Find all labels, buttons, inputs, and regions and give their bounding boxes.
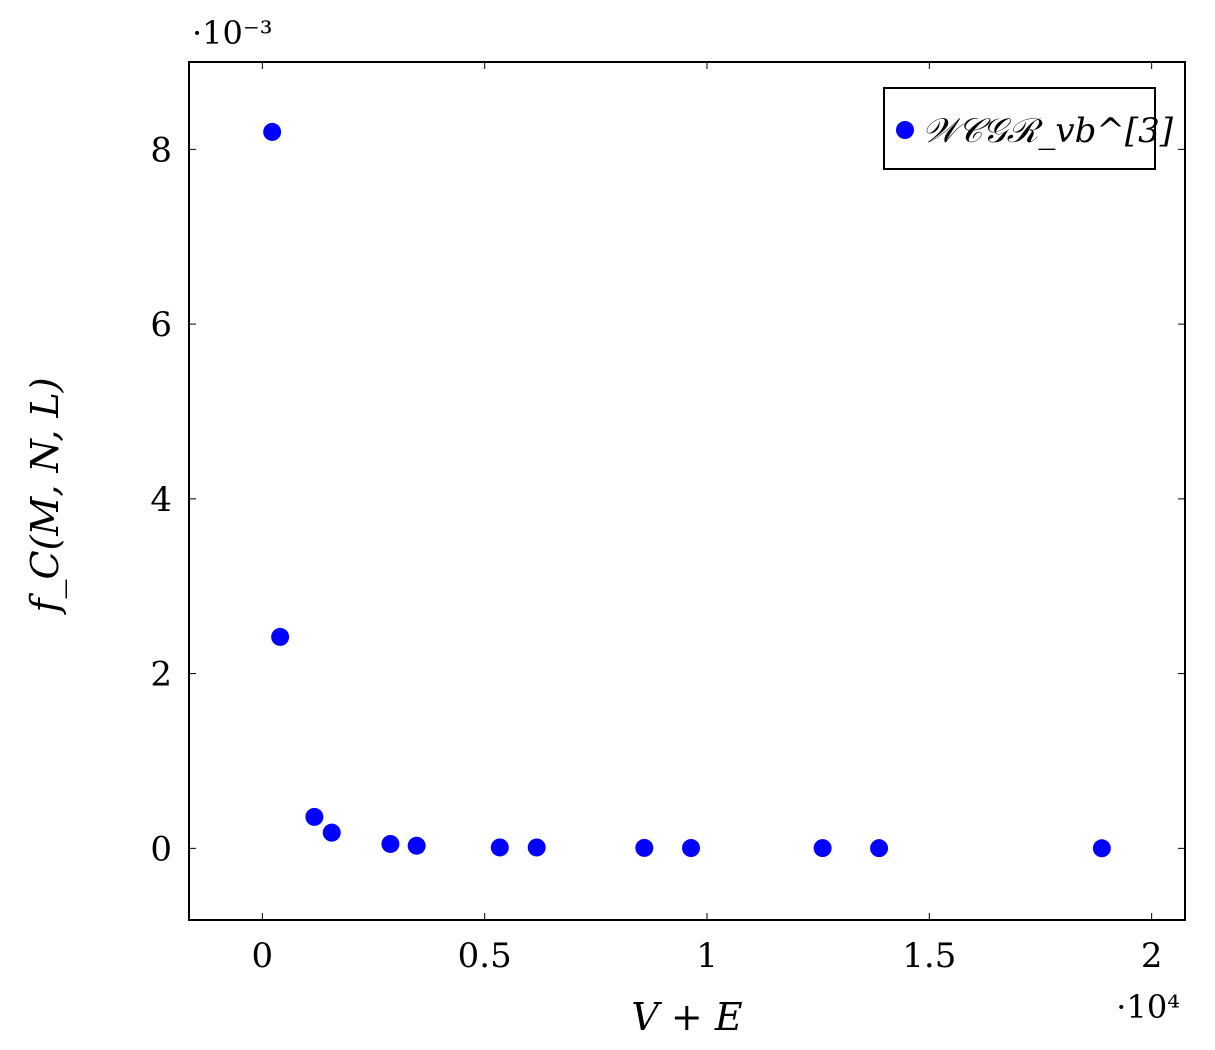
data-point (381, 834, 400, 853)
data-point (682, 839, 701, 858)
data-point (263, 122, 282, 141)
x-tick-label: 2 (1141, 936, 1163, 976)
data-point (407, 836, 426, 855)
y-tick-label: 4 (150, 480, 172, 520)
x-tick-label: 1 (696, 936, 718, 976)
x-tick-label: 0 (252, 936, 274, 976)
y-tick-label: 2 (150, 655, 172, 695)
x-scale-label: ·10⁴ (1116, 988, 1180, 1026)
legend: 𝒲𝒞𝒢ℛ_vb^[3] (883, 87, 1174, 170)
plot-area-frame (188, 61, 1186, 921)
x-tick-label: 0.5 (458, 936, 512, 976)
x-tick-label: 1.5 (902, 936, 956, 976)
y-tick-label: 0 (150, 829, 172, 869)
data-point (870, 839, 889, 858)
y-tick-label: 6 (150, 305, 172, 345)
data-point (490, 838, 509, 857)
data-point (527, 838, 546, 857)
data-points (263, 122, 1111, 858)
data-point (322, 823, 341, 842)
data-point (271, 627, 290, 646)
data-point (635, 838, 654, 857)
y-axis-title: f_C(M, N, L) (23, 377, 68, 615)
legend-marker (896, 121, 914, 139)
data-point (1092, 839, 1111, 858)
y-axis-ticks: 0 2 4 6 8 (150, 130, 1185, 869)
x-axis-ticks: 0 0.5 1 1.5 2 (252, 62, 1163, 976)
data-point (813, 839, 832, 858)
y-scale-label: ·10⁻³ (192, 14, 273, 52)
data-point (305, 807, 324, 826)
y-tick-label: 8 (150, 130, 172, 170)
legend-label: 𝒲𝒞𝒢ℛ_vb^[3] (922, 111, 1174, 151)
x-axis-title: V + E (631, 995, 742, 1039)
legend-box (883, 87, 1156, 170)
